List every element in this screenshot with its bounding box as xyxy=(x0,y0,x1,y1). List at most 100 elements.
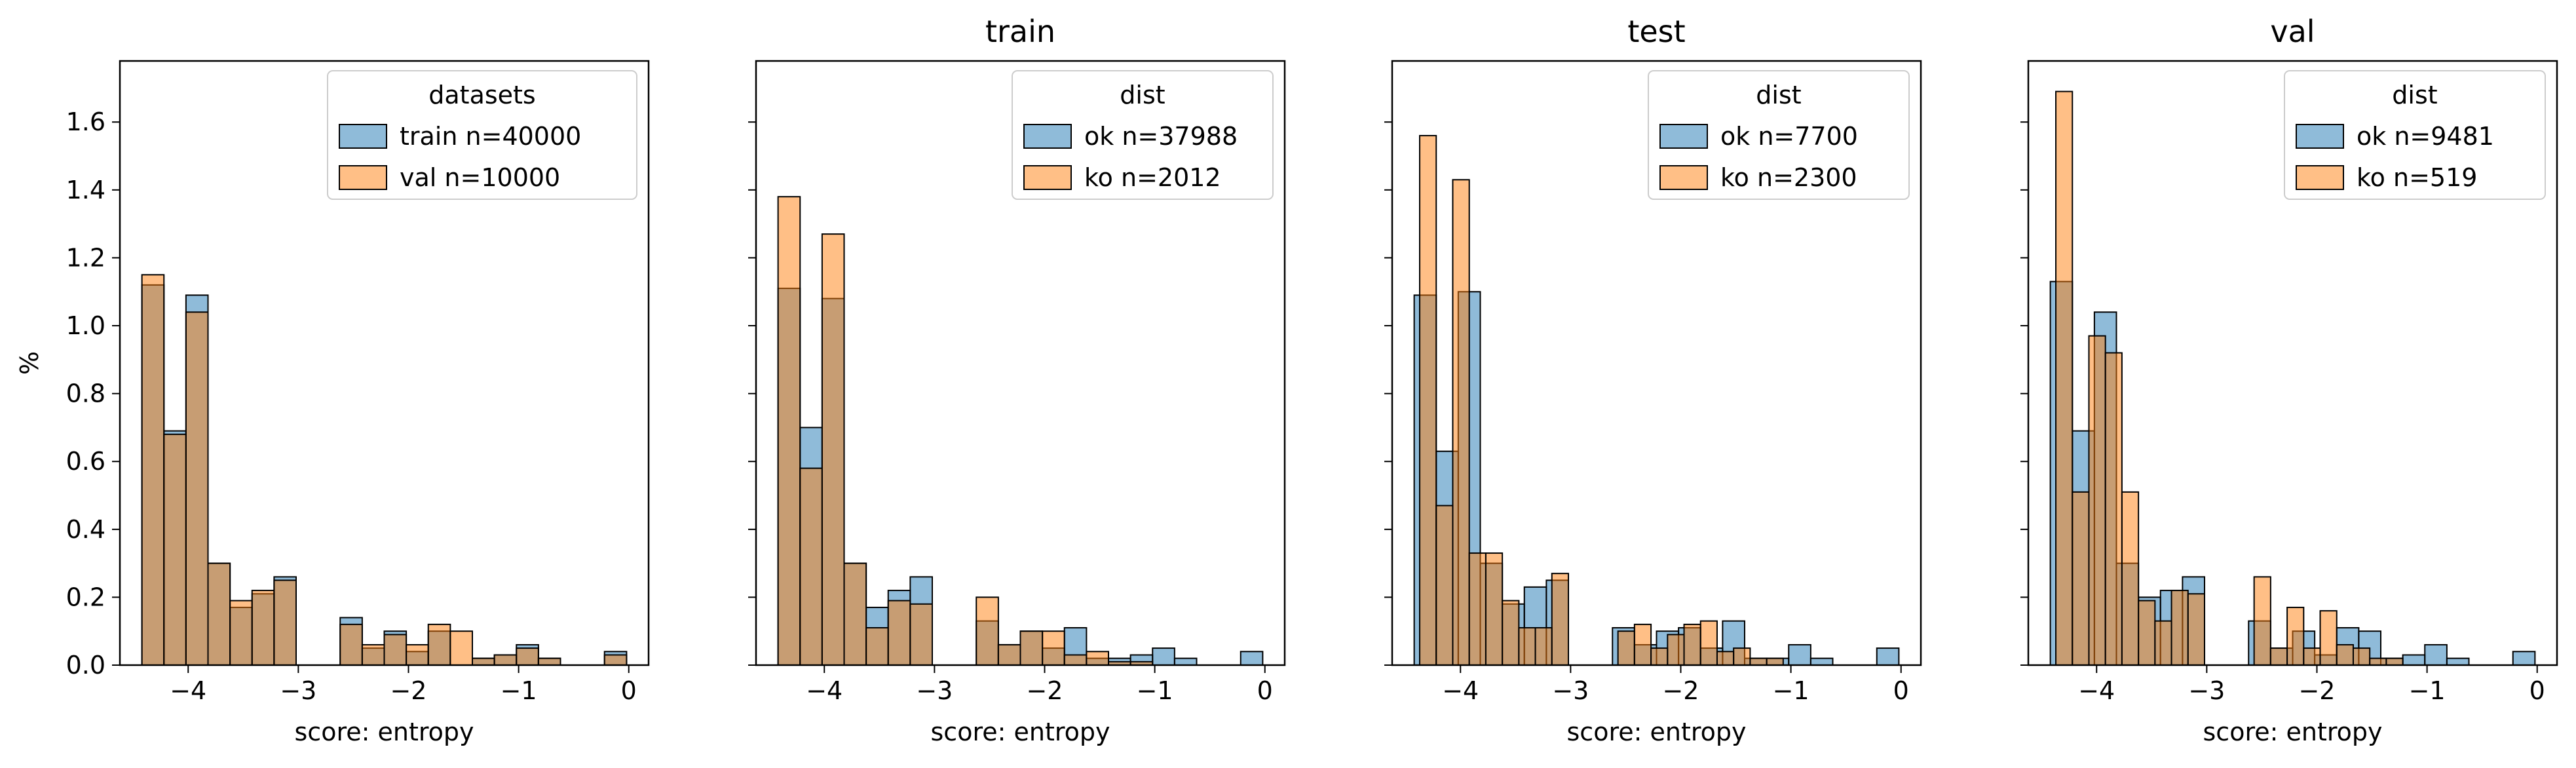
x-tick-label: 0 xyxy=(621,676,637,705)
x-tick-label: −4 xyxy=(2078,676,2115,705)
bar-orange-10 xyxy=(1633,623,1652,666)
chart-panel-0: −4 −3 −2 −1 0 0.0 0.2 0.4 0.6 0.8 1.0 1.2 1.4 1.6 scor… xyxy=(66,60,650,746)
panel-title: test xyxy=(1627,14,1685,49)
legend-swatch-blue xyxy=(339,124,387,149)
bar-orange-12 xyxy=(1667,634,1685,666)
x-tick-label: −1 xyxy=(2409,676,2446,705)
bar-orange-8 xyxy=(2187,593,2205,666)
panel-title: train xyxy=(985,14,1055,49)
bar-blue-16 xyxy=(1173,657,1198,666)
bar-orange-6 xyxy=(1518,627,1536,666)
bar-blue-16 xyxy=(1809,657,1834,666)
legend-entry: ok n=7700 xyxy=(1720,122,1858,151)
bar-orange-11 xyxy=(1063,654,1088,666)
y-tick-label: 0.2 xyxy=(66,583,105,611)
panel-title: val xyxy=(2270,14,2315,49)
bar-orange-11 xyxy=(427,623,451,666)
bar-orange-13 xyxy=(1683,623,1701,666)
bar-orange-5 xyxy=(887,600,911,666)
axes-frame xyxy=(1391,60,1922,666)
x-tick-label: −3 xyxy=(280,676,316,705)
bar-blue-14 xyxy=(2402,654,2426,666)
bar-blue-16 xyxy=(2446,657,2470,666)
legend-entry: ok n=37988 xyxy=(1084,122,1238,151)
x-tick-label: −1 xyxy=(501,676,537,705)
bar-blue-15 xyxy=(2424,643,2448,666)
bar-orange-12 xyxy=(1086,651,1109,666)
bar-orange-12 xyxy=(449,630,473,666)
axes-frame xyxy=(2027,60,2558,666)
legend-swatch-blue xyxy=(2296,124,2344,149)
bar-orange-9 xyxy=(1019,630,1044,666)
chart-panel-1: −4 −3 −2 −1 0 score: entropy train dist ok n=379… xyxy=(748,14,1286,746)
legend-swatch-blue xyxy=(1659,124,1708,149)
bar-orange-2 xyxy=(2088,335,2106,666)
bar-orange-1 xyxy=(1435,505,1454,666)
x-tick-label: −2 xyxy=(390,676,426,705)
bar-orange-10 xyxy=(1042,630,1065,666)
bar-orange-7 xyxy=(975,596,999,666)
bar-orange-4 xyxy=(2121,491,2140,666)
bar-blue-15 xyxy=(1788,643,1811,666)
bar-blue-15 xyxy=(1152,647,1175,666)
bar-orange-5 xyxy=(1502,600,1520,666)
x-axis-label: score: entropy xyxy=(931,718,1110,746)
bar-orange-10 xyxy=(2269,647,2288,666)
axes-frame xyxy=(755,60,1286,666)
legend-title: dist xyxy=(2392,81,2437,109)
bar-orange-3 xyxy=(843,562,867,666)
y-tick-label: 1.4 xyxy=(66,176,105,204)
x-axis-label: score: entropy xyxy=(295,718,474,746)
legend-swatch-blue xyxy=(1023,124,1072,149)
bar-orange-14 xyxy=(1699,620,1718,666)
legend-swatch-orange xyxy=(1659,165,1708,190)
x-tick-label: 0 xyxy=(1893,676,1909,705)
legend-box xyxy=(2284,70,2546,200)
bar-orange-8 xyxy=(361,643,385,666)
bar-orange-17 xyxy=(1749,657,1768,666)
legend-swatch-orange xyxy=(339,165,387,190)
bar-orange-15 xyxy=(2352,647,2371,666)
legend-title: dist xyxy=(1120,81,1165,109)
y-tick-label: 1.2 xyxy=(66,243,105,272)
chart-panel-2: −4 −3 −2 −1 0 score: entropy test dist ok n=7700… xyxy=(1384,14,1922,746)
bar-orange-7 xyxy=(1534,627,1553,666)
y-tick-label: 0.0 xyxy=(66,651,105,680)
legend-box xyxy=(327,70,637,200)
bar-orange-10 xyxy=(406,643,429,666)
x-tick-label: −4 xyxy=(806,676,843,705)
x-tick-label: −3 xyxy=(2188,676,2225,705)
legend-title: dist xyxy=(1756,81,1801,109)
legend-entry: ko n=519 xyxy=(2357,163,2477,192)
bar-orange-12 xyxy=(2303,647,2321,666)
bar-orange-5 xyxy=(2138,600,2156,666)
x-tick-label: 0 xyxy=(1257,676,1273,705)
bar-blue-17 xyxy=(2512,651,2536,666)
bar-orange-11 xyxy=(1650,647,1669,666)
x-tick-label: −4 xyxy=(1442,676,1479,705)
bar-orange-13 xyxy=(2319,610,2338,666)
legend-entry: train n=40000 xyxy=(400,122,581,151)
bar-orange-15 xyxy=(1716,651,1735,666)
bar-blue-17 xyxy=(1876,647,1900,666)
bar-orange-9 xyxy=(2253,576,2271,666)
bar-orange-16 xyxy=(537,657,561,666)
legend-entry: val n=10000 xyxy=(400,163,560,192)
x-tick-label: −1 xyxy=(1773,676,1809,705)
y-tick-label: 0.8 xyxy=(66,379,105,408)
bar-orange-4 xyxy=(865,627,889,666)
bar-orange-5 xyxy=(251,590,275,666)
legend-entry: ok n=9481 xyxy=(2357,122,2494,151)
bar-orange-7 xyxy=(2170,590,2189,666)
bar-orange-1 xyxy=(2072,491,2090,666)
bar-orange-16 xyxy=(2369,657,2387,666)
bar-orange-4 xyxy=(1485,552,1504,666)
bar-orange-16 xyxy=(1733,647,1751,666)
x-axis-label: score: entropy xyxy=(1567,718,1747,746)
bar-orange-9 xyxy=(383,634,407,666)
bar-orange-3 xyxy=(2104,352,2123,666)
bar-orange-18 xyxy=(1766,657,1784,666)
x-tick-label: −4 xyxy=(170,676,206,705)
bar-orange-11 xyxy=(2286,606,2305,666)
